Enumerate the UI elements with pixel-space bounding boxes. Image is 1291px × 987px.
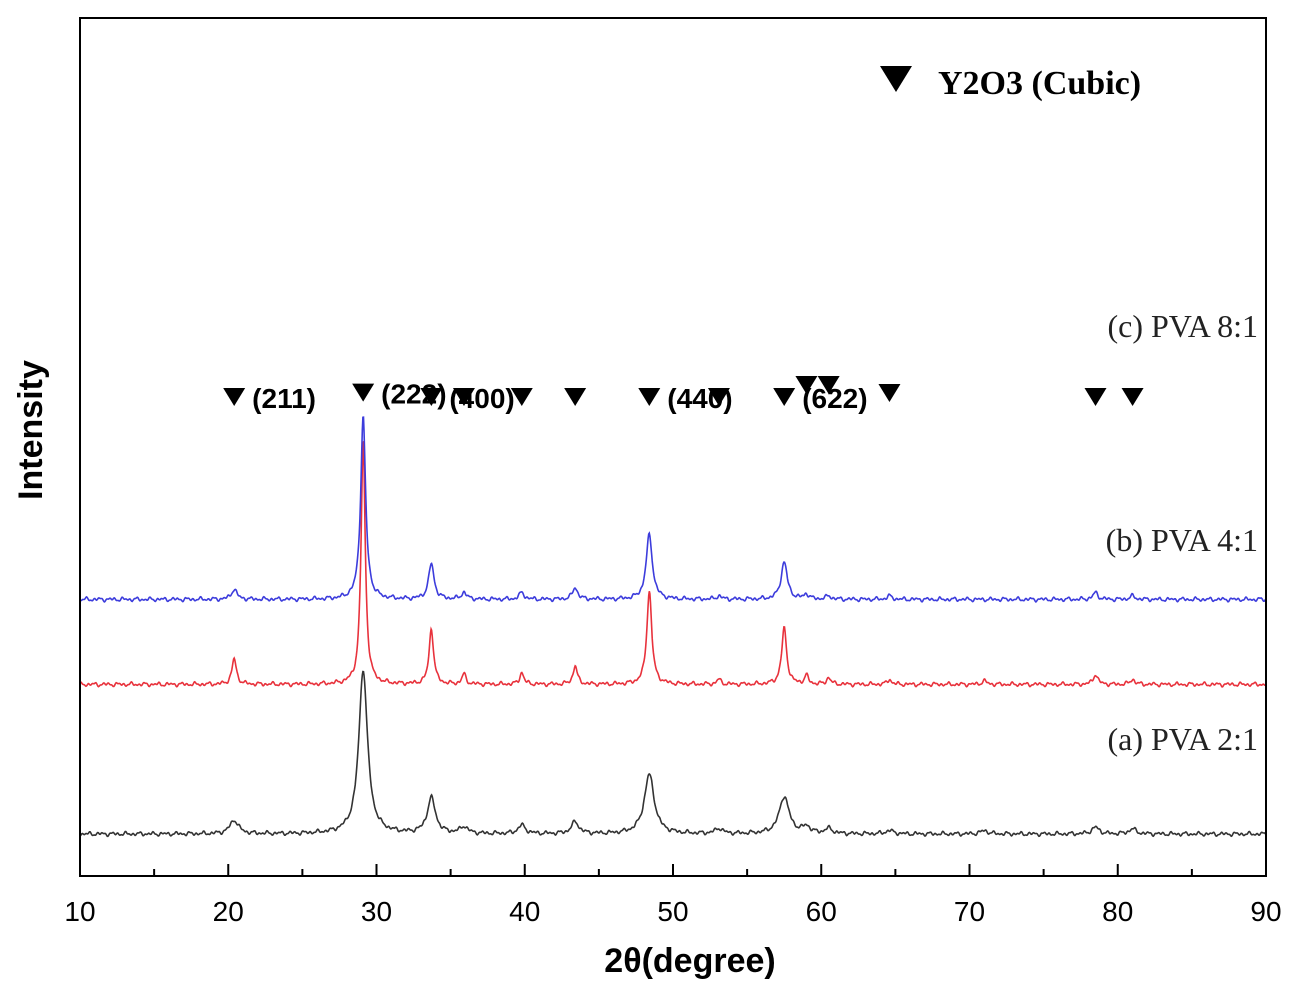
- series-line-3: [79, 416, 1267, 603]
- legend: Y2O3 (Cubic): [880, 65, 1141, 102]
- peak-label: (622): [802, 383, 867, 414]
- series-line-2: [79, 440, 1267, 688]
- x-tick-label: 60: [806, 896, 837, 927]
- series-layer: (a) PVA 2:1 (b) PVA 4:1 (c) PVA 8:1: [79, 308, 1267, 838]
- x-tick-label: 70: [954, 896, 985, 927]
- legend-label: Y2O3 (Cubic): [938, 65, 1141, 102]
- peak-triangle-icon: [1084, 388, 1107, 406]
- peak-triangle-icon: [773, 388, 796, 406]
- peak-marker-5: [510, 388, 533, 406]
- x-tick-label: 20: [213, 896, 244, 927]
- peak-triangle-icon: [510, 388, 533, 406]
- peak-triangle-icon: [817, 376, 840, 394]
- peak-triangle-icon: [223, 388, 246, 406]
- x-tick-label: 40: [509, 896, 540, 927]
- series-line-1: [79, 670, 1267, 838]
- peak-triangle-icon: [564, 388, 587, 406]
- x-axis-label: 2θ(degree): [604, 942, 775, 980]
- peak-triangle-icon: [352, 383, 375, 402]
- peak-triangle-icon: [1121, 388, 1144, 406]
- x-tick-label: 90: [1250, 896, 1281, 927]
- peak-marker-1: (211): [223, 383, 316, 414]
- peak-triangle-icon: [795, 376, 818, 394]
- peak-triangle-icon: [638, 388, 661, 406]
- peak-label: (211): [252, 383, 316, 414]
- peak-marker-layer: (211) (222) (400) (440) (622): [223, 376, 1144, 414]
- x-tick-label: 10: [64, 896, 95, 927]
- peak-marker-9: (622): [773, 383, 868, 414]
- series-label-2: (b) PVA 4:1: [1106, 522, 1258, 558]
- peak-triangle-icon: [878, 384, 901, 402]
- peak-marker-14: [1121, 388, 1144, 406]
- peak-label: (400): [449, 383, 514, 414]
- legend-triangle-icon: [880, 66, 912, 92]
- peak-marker-10: [795, 376, 818, 394]
- x-tick-label: 80: [1102, 896, 1133, 927]
- peak-triangle-icon: [452, 388, 475, 406]
- peak-marker-6: [564, 388, 587, 406]
- peak-triangle-icon: [707, 388, 730, 406]
- y-axis-label: Intensity: [12, 360, 50, 500]
- x-axis: 10 20 30 40 50 60 70 80 90: [64, 864, 1282, 927]
- peak-marker-4: [452, 388, 475, 406]
- series-label-3: (c) PVA 8:1: [1107, 308, 1258, 344]
- peak-marker-8: [707, 388, 730, 406]
- peak-marker-13: [1084, 388, 1107, 406]
- x-tick-label: 30: [361, 896, 392, 927]
- x-tick-label: 50: [657, 896, 688, 927]
- peak-marker-11: [817, 376, 840, 394]
- peak-marker-12: [878, 384, 901, 402]
- series-label-1: (a) PVA 2:1: [1107, 721, 1258, 757]
- peak-triangle-icon: [420, 388, 443, 406]
